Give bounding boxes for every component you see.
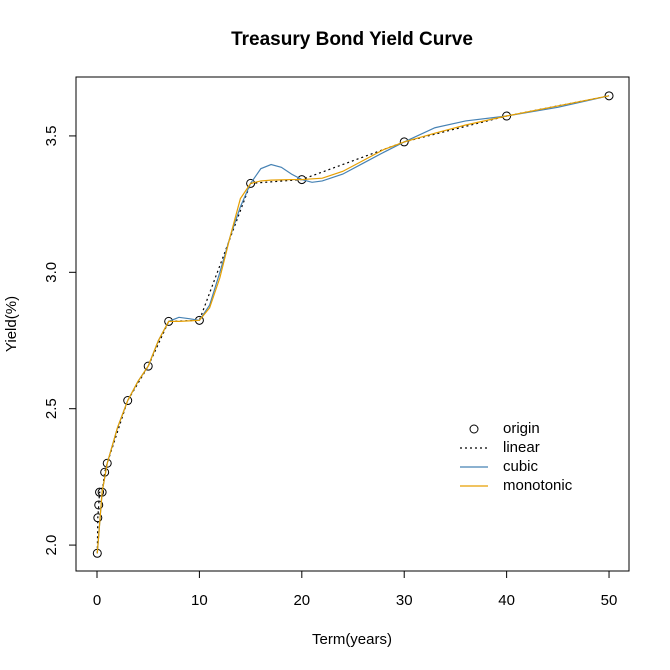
y-tick-label: 3.5 bbox=[43, 125, 60, 146]
data-point bbox=[123, 396, 133, 406]
legend-symbol bbox=[469, 424, 479, 434]
chart-title: Treasury Bond Yield Curve bbox=[231, 29, 473, 50]
y-axis-label: Yield(%) bbox=[3, 296, 20, 352]
data-point bbox=[604, 91, 614, 101]
y-tick-label: 2.5 bbox=[43, 398, 60, 419]
plot-frame bbox=[75, 76, 630, 572]
y-tick-label: 2.0 bbox=[43, 535, 60, 556]
data-point bbox=[246, 178, 256, 188]
x-axis-label: Term(years) bbox=[312, 631, 392, 648]
x-tick-label: 10 bbox=[191, 592, 208, 609]
series-line bbox=[96, 95, 610, 554]
x-tick-label: 50 bbox=[601, 592, 618, 609]
legend-label: monotonic bbox=[503, 477, 573, 494]
x-tick-label: 30 bbox=[396, 592, 413, 609]
x-tick-label: 0 bbox=[93, 592, 101, 609]
data-point bbox=[102, 458, 112, 468]
data-point bbox=[94, 500, 104, 510]
legend-label: linear bbox=[503, 439, 540, 456]
data-point bbox=[143, 361, 153, 371]
x-tick-label: 40 bbox=[498, 592, 515, 609]
data-point bbox=[95, 487, 105, 497]
legend-label: cubic bbox=[503, 458, 539, 475]
data-point bbox=[399, 137, 409, 147]
x-tick-label: 20 bbox=[293, 592, 310, 609]
series-line bbox=[96, 95, 610, 554]
legend-label: origin bbox=[503, 420, 540, 437]
y-tick-label: 3.0 bbox=[43, 262, 60, 283]
